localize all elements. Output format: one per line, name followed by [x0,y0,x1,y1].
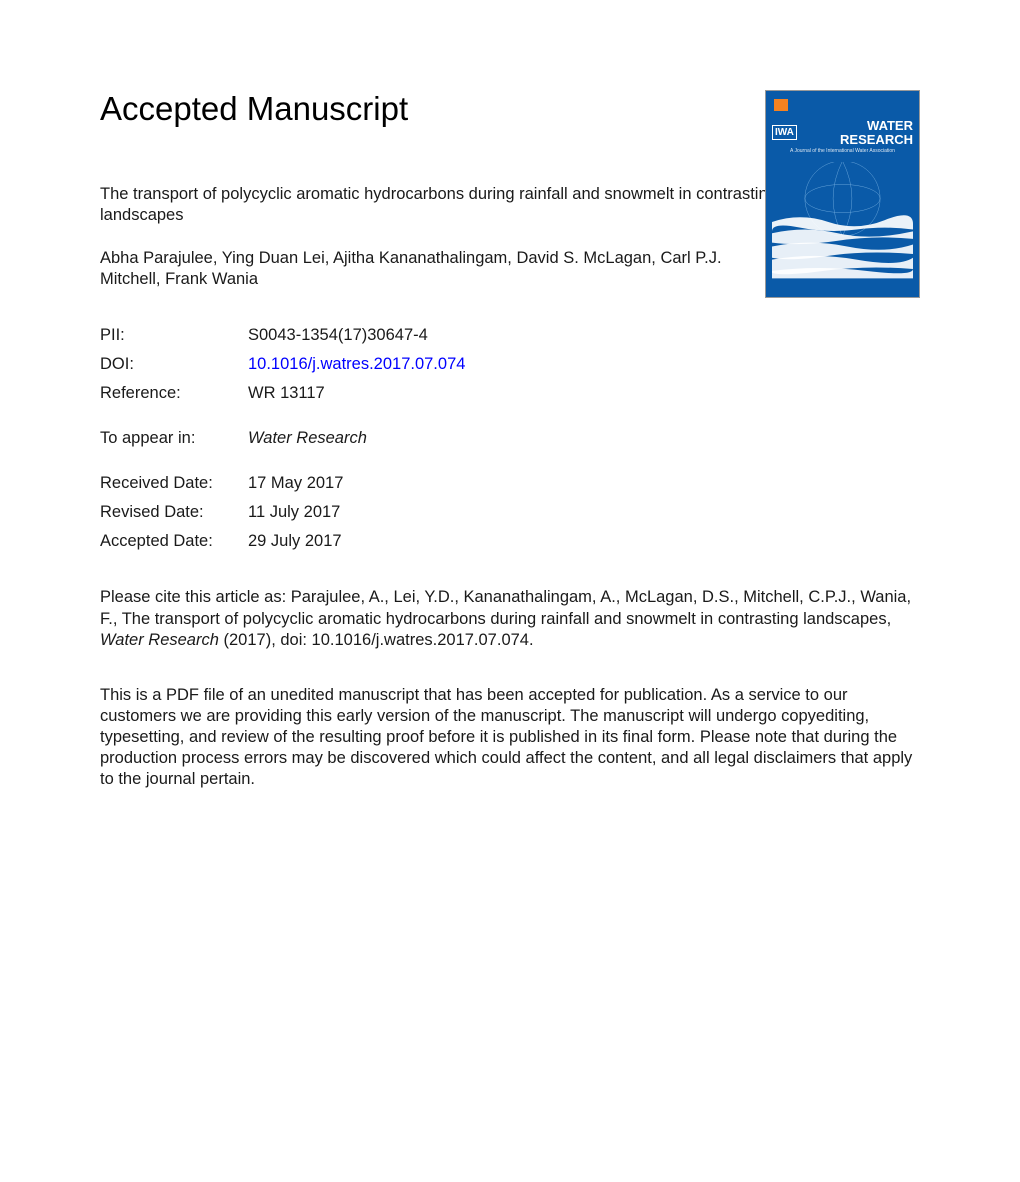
appear-value: Water Research [248,429,367,448]
received-value: 17 May 2017 [248,474,343,493]
cover-wave-icon [772,162,913,282]
accepted-value: 29 July 2017 [248,532,342,551]
citation-journal: Water Research [100,631,219,649]
publisher-bar [772,97,913,113]
received-label: Received Date: [100,474,248,493]
meta-row-accepted: Accepted Date: 29 July 2017 [100,532,780,551]
citation-text: Please cite this article as: Parajulee, … [100,587,920,650]
meta-row-doi: DOI: 10.1016/j.watres.2017.07.074 [100,355,780,374]
meta-row-appear: To appear in: Water Research [100,429,780,448]
pii-label: PII: [100,326,248,345]
citation-prefix: Please cite this article as: Parajulee, … [100,588,911,627]
meta-row-reference: Reference: WR 13117 [100,384,780,403]
pii-value: S0043-1354(17)30647-4 [248,326,428,345]
meta-row-pii: PII: S0043-1354(17)30647-4 [100,326,780,345]
meta-row-received: Received Date: 17 May 2017 [100,474,780,493]
disclaimer-text: This is a PDF file of an unedited manusc… [100,685,920,791]
reference-label: Reference: [100,384,248,403]
manuscript-page: Accepted Manuscript IWA WATER RESEARCH A… [0,0,1020,870]
accepted-label: Accepted Date: [100,532,248,551]
revised-value: 11 July 2017 [248,503,340,522]
content-block: The transport of polycyclic aromatic hyd… [100,184,780,551]
reference-value: WR 13117 [248,384,325,403]
article-title: The transport of polycyclic aromatic hyd… [100,184,780,226]
revised-label: Revised Date: [100,503,248,522]
journal-name: WATER RESEARCH [801,119,913,146]
citation-suffix: (2017), doi: 10.1016/j.watres.2017.07.07… [219,631,534,649]
journal-name-line2: RESEARCH [840,132,913,147]
appear-label: To appear in: [100,429,248,448]
article-authors: Abha Parajulee, Ying Duan Lei, Ajitha Ka… [100,248,780,290]
cover-art [772,162,913,282]
journal-subtitle: A Journal of the International Water Ass… [772,148,913,154]
cover-title-row: IWA WATER RESEARCH [772,119,913,146]
meta-row-revised: Revised Date: 11 July 2017 [100,503,780,522]
doi-label: DOI: [100,355,248,374]
metadata-table: PII: S0043-1354(17)30647-4 DOI: 10.1016/… [100,326,780,551]
journal-cover-thumbnail: IWA WATER RESEARCH A Journal of the Inte… [765,90,920,298]
doi-link[interactable]: 10.1016/j.watres.2017.07.074 [248,355,465,374]
iwa-badge: IWA [772,125,797,140]
